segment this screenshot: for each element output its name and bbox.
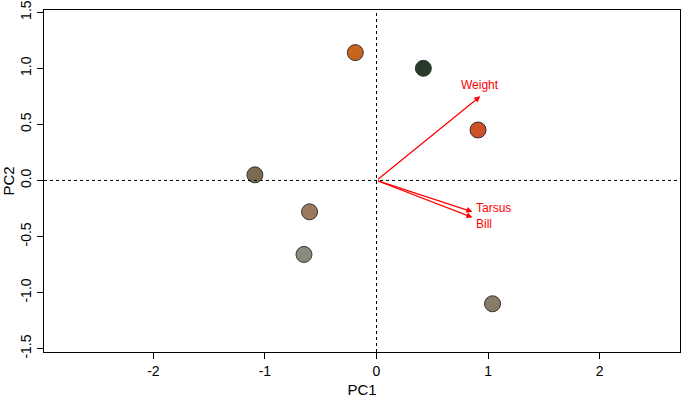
svg-text:PC1: PC1 [347,381,376,398]
svg-text:0.0: 0.0 [18,168,34,188]
svg-text:-2: -2 [147,363,160,379]
svg-text:PC2: PC2 [0,166,17,195]
svg-text:-1.0: -1.0 [18,278,34,302]
svg-text:-1: -1 [259,363,272,379]
svg-text:2: 2 [596,363,604,379]
svg-text:0: 0 [373,363,381,379]
svg-text:0.5: 0.5 [18,112,34,132]
svg-text:1: 1 [484,363,492,379]
svg-text:Tarsus: Tarsus [476,201,511,215]
svg-text:Bill: Bill [476,217,492,231]
svg-text:Weight: Weight [461,78,499,92]
svg-text:-0.5: -0.5 [18,222,34,246]
svg-text:-1.5: -1.5 [18,334,34,358]
svg-text:1.5: 1.5 [18,0,34,20]
svg-text:1.0: 1.0 [18,56,34,76]
